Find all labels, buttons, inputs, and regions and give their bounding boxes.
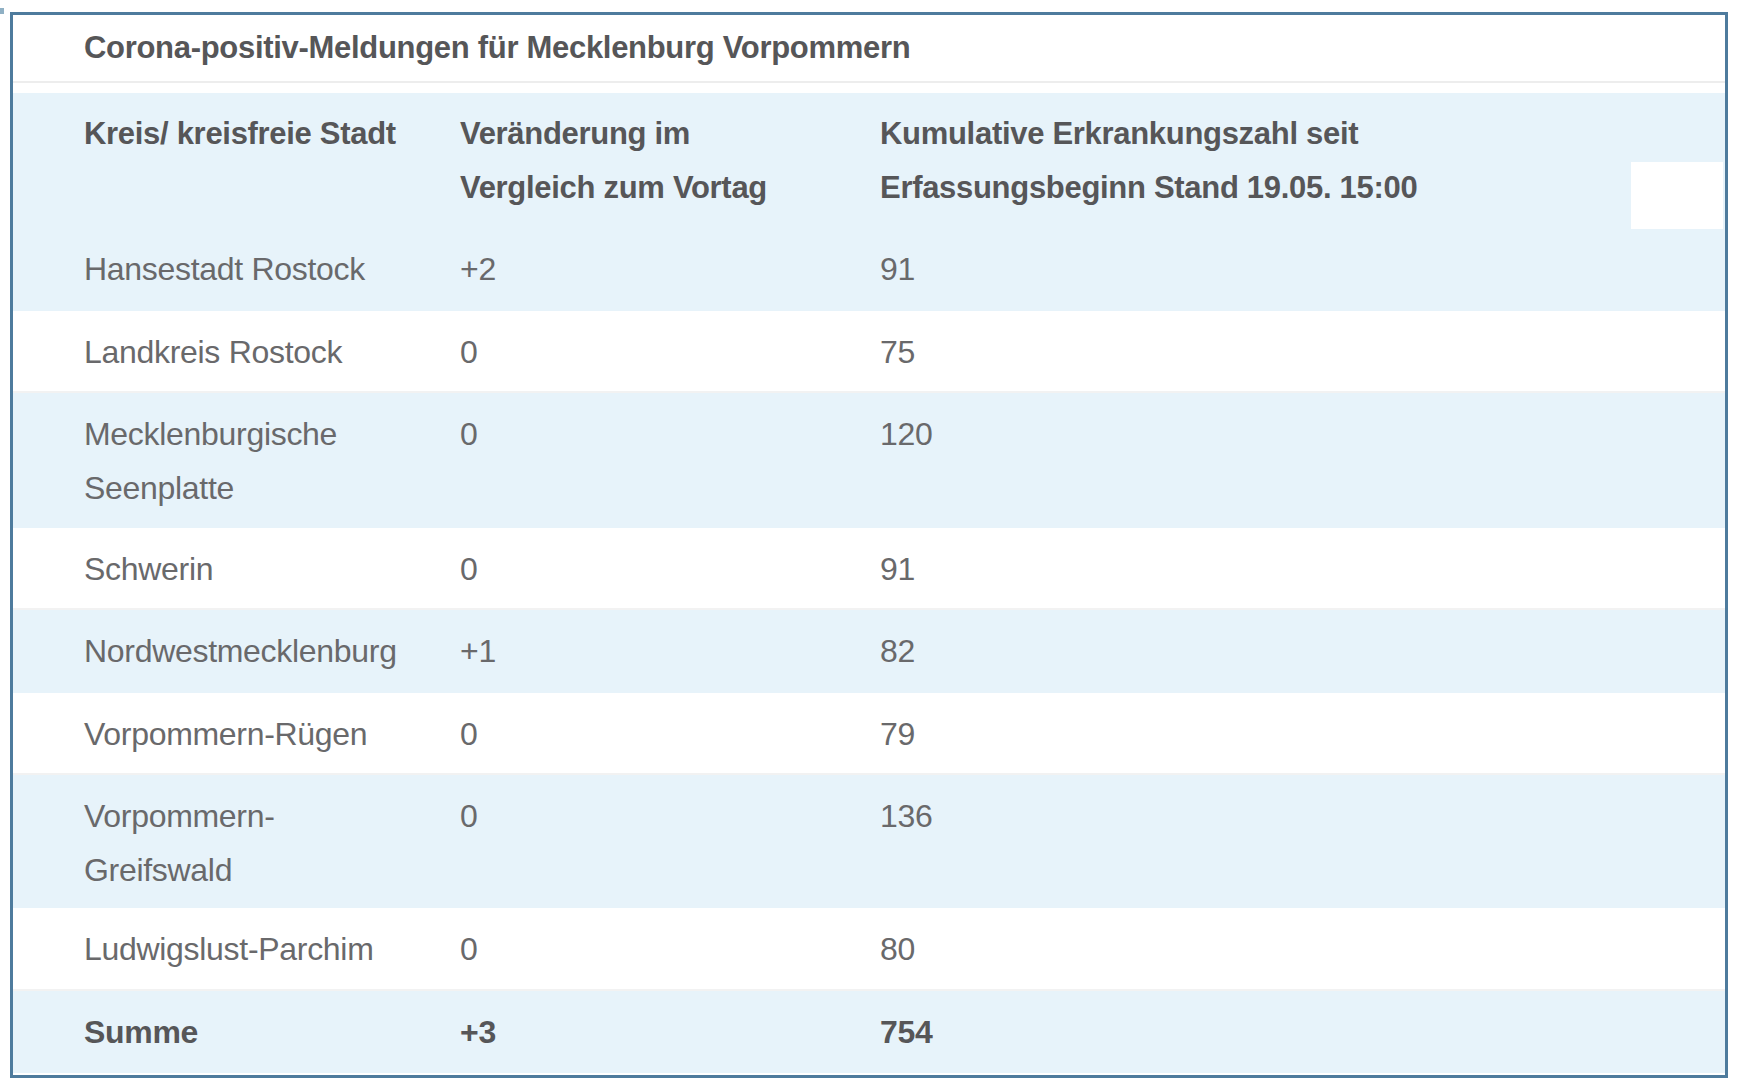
column-header-veraenderung: Veränderung im Vergleich zum Vortag bbox=[460, 107, 880, 215]
cell-change: 0 bbox=[460, 325, 880, 379]
cell-cumulative: 120 bbox=[880, 407, 1725, 461]
table-row: Hansestadt Rostock +2 91 bbox=[13, 228, 1725, 311]
table-row: Ludwigslust-Parchim 0 80 bbox=[13, 908, 1725, 991]
table-row: Vorpommern- Greifswald 0 136 bbox=[13, 775, 1725, 908]
cell-kreis: Vorpommern- Greifswald bbox=[13, 789, 460, 897]
summary-cumulative: 754 bbox=[880, 1005, 1725, 1059]
table-row: Vorpommern-Rügen 0 79 bbox=[13, 693, 1725, 775]
cell-change: 0 bbox=[460, 542, 880, 596]
table-row: Schwerin 0 91 bbox=[13, 528, 1725, 610]
screen: Corona-positiv-Meldungen für Mecklenburg… bbox=[0, 0, 1740, 1090]
cell-kreis: Schwerin bbox=[13, 542, 460, 596]
summary-label: Summe bbox=[13, 1005, 460, 1059]
cell-change: 0 bbox=[460, 407, 880, 461]
table-title: Corona-positiv-Meldungen für Mecklenburg… bbox=[84, 30, 910, 66]
column-header-kreis: Kreis/ kreisfreie Stadt bbox=[13, 107, 460, 161]
cell-change: 0 bbox=[460, 922, 880, 976]
header-white-patch bbox=[1631, 162, 1723, 229]
cell-cumulative: 136 bbox=[880, 789, 1725, 843]
cell-change: +2 bbox=[460, 242, 880, 296]
table-summary-row: Summe +3 754 bbox=[13, 991, 1725, 1073]
cell-kreis: Mecklenburgische Seenplatte bbox=[13, 407, 460, 515]
cell-kreis: Hansestadt Rostock bbox=[13, 242, 460, 296]
table-header-row: Kreis/ kreisfreie Stadt Veränderung im V… bbox=[13, 93, 1725, 228]
table-row: Nordwestmecklenburg +1 82 bbox=[13, 610, 1725, 693]
cell-cumulative: 79 bbox=[880, 707, 1725, 761]
corona-report-table: Corona-positiv-Meldungen für Mecklenburg… bbox=[10, 12, 1728, 1078]
cell-cumulative: 80 bbox=[880, 922, 1725, 976]
cell-kreis: Landkreis Rostock bbox=[13, 325, 460, 379]
cell-cumulative: 82 bbox=[880, 624, 1725, 678]
screen-edge-artifact bbox=[0, 8, 4, 14]
cell-change: +1 bbox=[460, 624, 880, 678]
cell-cumulative: 75 bbox=[880, 325, 1725, 379]
cell-kreis: Vorpommern-Rügen bbox=[13, 707, 460, 761]
cell-kreis: Nordwestmecklenburg bbox=[13, 624, 460, 678]
table-title-row: Corona-positiv-Meldungen für Mecklenburg… bbox=[13, 15, 1725, 83]
table-row: Landkreis Rostock 0 75 bbox=[13, 311, 1725, 393]
cell-cumulative: 91 bbox=[880, 242, 1725, 296]
cell-cumulative: 91 bbox=[880, 542, 1725, 596]
column-header-kumulativ: Kumulative Erkrankungszahl seit Erfassun… bbox=[880, 107, 1725, 215]
cell-change: 0 bbox=[460, 789, 880, 843]
summary-change: +3 bbox=[460, 1005, 880, 1059]
cell-kreis: Ludwigslust-Parchim bbox=[13, 922, 460, 976]
table-row: Mecklenburgische Seenplatte 0 120 bbox=[13, 393, 1725, 528]
cell-change: 0 bbox=[460, 707, 880, 761]
